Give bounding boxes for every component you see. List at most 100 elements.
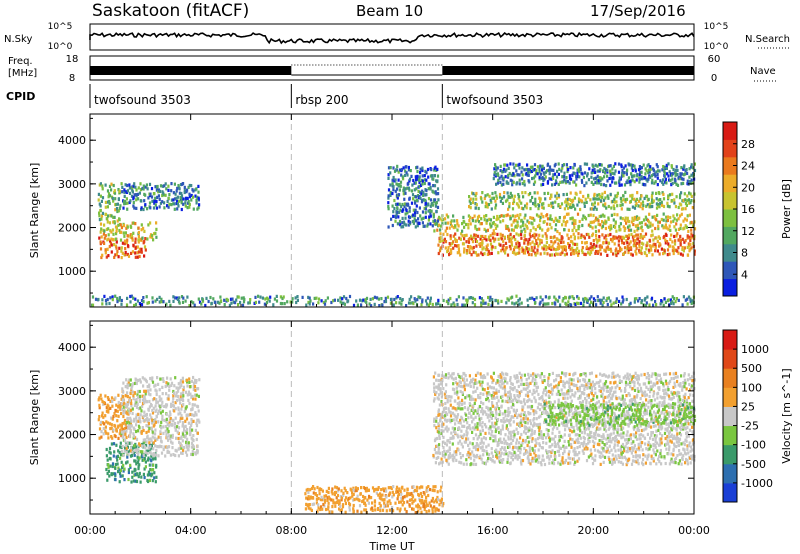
data-cell (104, 425, 107, 429)
data-cell (620, 302, 623, 306)
data-cell (128, 441, 131, 445)
data-cell (554, 194, 557, 198)
data-cell (577, 253, 580, 257)
data-cell (480, 234, 483, 239)
data-cell (126, 404, 129, 408)
data-cell (458, 374, 461, 379)
data-cell (137, 412, 140, 416)
data-cell (679, 172, 682, 176)
data-cell (179, 442, 182, 446)
data-cell (592, 220, 596, 224)
data-cell (474, 381, 477, 385)
data-cell (539, 461, 542, 465)
data-cell (470, 296, 473, 300)
nsearch-tick-bottom: 10^0 (704, 42, 729, 52)
data-cell (573, 242, 577, 246)
data-cell (629, 240, 632, 244)
data-cell (500, 371, 504, 375)
data-cell (524, 439, 527, 443)
data-cell (567, 236, 570, 241)
data-cell (541, 458, 544, 462)
data-cell (561, 245, 564, 249)
data-cell (619, 222, 622, 226)
data-cell (515, 242, 518, 246)
data-cell (185, 190, 188, 194)
data-cell (540, 433, 543, 437)
data-cell (140, 250, 143, 254)
data-cell (675, 234, 678, 238)
data-cell (100, 217, 103, 221)
data-cell (148, 405, 151, 409)
data-cell (126, 296, 129, 300)
data-cell (562, 163, 566, 167)
data-cell (583, 236, 586, 240)
data-cell (626, 216, 629, 220)
data-cell (439, 303, 442, 307)
data-cell (186, 393, 189, 397)
data-cell (627, 250, 630, 255)
data-cell (417, 295, 420, 299)
data-cell (592, 242, 595, 247)
data-cell (513, 433, 516, 437)
data-cell (515, 294, 518, 298)
data-cell (531, 240, 534, 244)
data-cell (106, 238, 109, 242)
data-cell (537, 448, 540, 452)
data-cell (691, 166, 694, 170)
data-cell (522, 220, 525, 224)
data-cell (452, 234, 455, 238)
data-cell (661, 203, 664, 207)
data-cell (501, 196, 504, 200)
data-cell (136, 455, 139, 459)
data-cell (131, 384, 134, 388)
data-cell (188, 401, 191, 406)
data-cell (398, 210, 401, 214)
data-cell (111, 298, 114, 302)
data-cell (563, 171, 566, 175)
data-cell (508, 443, 511, 447)
data-cell (640, 241, 643, 245)
data-cell (544, 295, 547, 299)
data-cell (668, 205, 671, 209)
data-cell (473, 401, 476, 405)
data-cell (180, 383, 183, 387)
data-cell (484, 248, 487, 252)
data-cell (400, 225, 403, 229)
data-cell (448, 418, 451, 422)
data-cell (118, 246, 121, 250)
data-cell (633, 300, 636, 304)
data-cell (416, 194, 420, 198)
data-cell (263, 302, 266, 306)
data-cell (401, 216, 404, 220)
data-cell (179, 416, 182, 420)
data-cell (181, 451, 184, 455)
data-cell (471, 216, 474, 221)
data-cell (132, 479, 135, 483)
data-cell (617, 239, 620, 243)
data-cell (689, 242, 692, 246)
data-cell (620, 165, 623, 169)
data-cell (541, 205, 544, 209)
data-cell (481, 428, 484, 433)
data-cell (115, 202, 118, 207)
data-cell (418, 180, 421, 184)
data-cell (162, 425, 165, 429)
data-cell (581, 172, 584, 176)
data-cell (648, 168, 651, 172)
data-cell (411, 193, 415, 197)
data-cell (146, 416, 149, 420)
data-cell (562, 180, 565, 184)
data-cell (487, 427, 490, 431)
data-cell (562, 412, 565, 417)
data-cell (613, 172, 616, 176)
data-cell (553, 235, 556, 239)
data-cell (124, 432, 127, 436)
data-cell (420, 217, 423, 221)
data-cell (112, 442, 116, 446)
data-cell (190, 184, 193, 188)
data-cell (671, 295, 674, 299)
data-cell (621, 217, 624, 221)
data-cell (642, 242, 645, 246)
data-cell (527, 460, 530, 464)
data-cell (510, 399, 513, 403)
